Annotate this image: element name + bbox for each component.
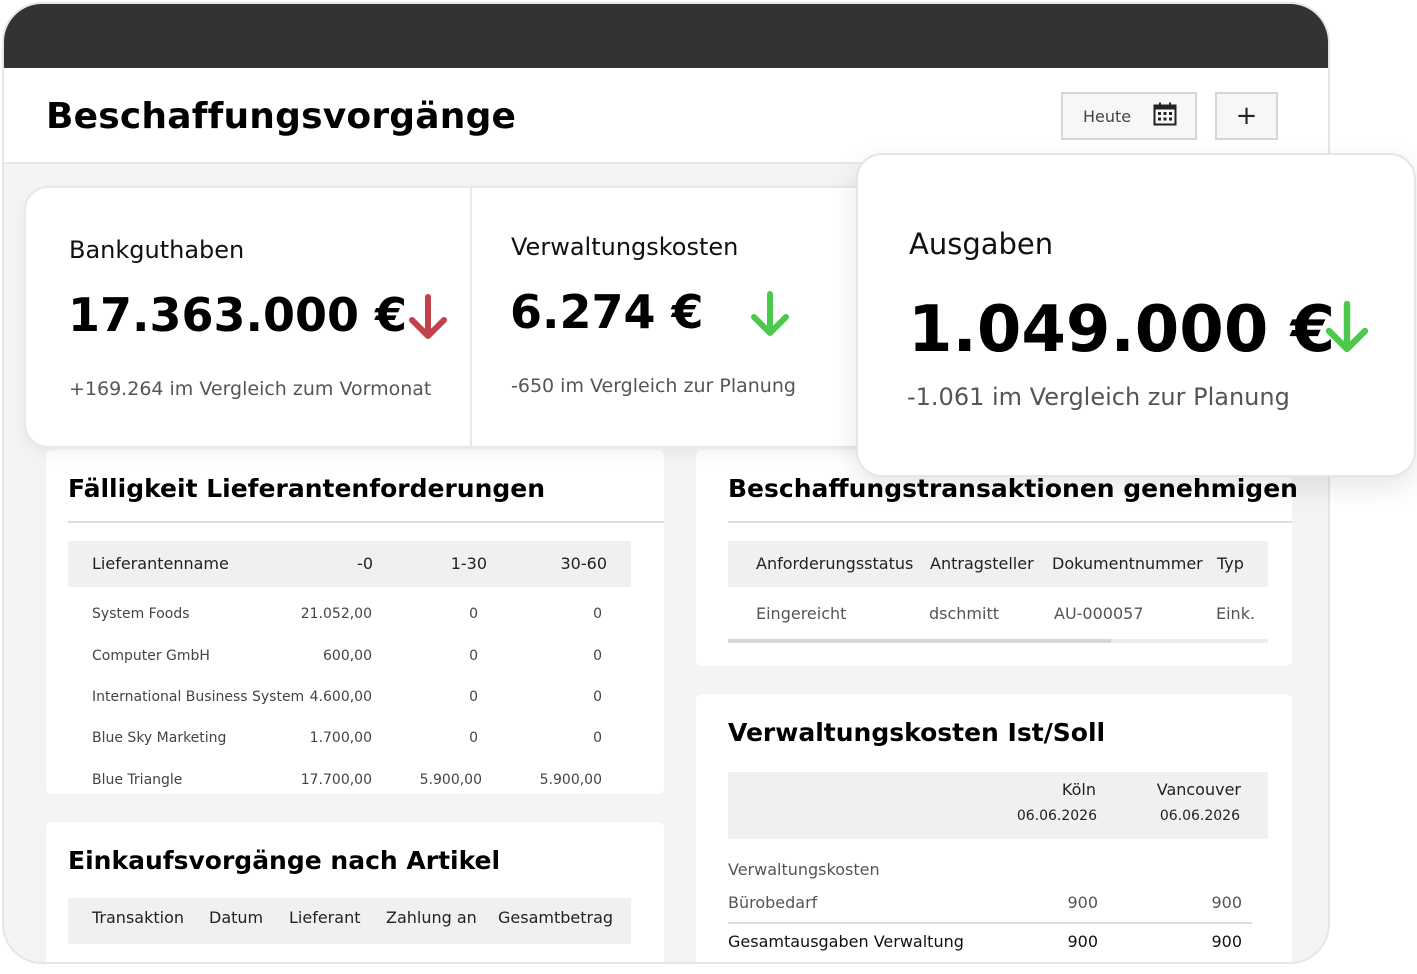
column-header-transaktion[interactable]: Transaktion	[92, 908, 184, 927]
faelligkeit-header-row: Lieferantenname -0 1-30 30-60	[68, 541, 631, 587]
kpi-divider	[470, 188, 472, 446]
genehmigen-header-row: Anforderungsstatus Antragsteller Dokumen…	[728, 541, 1268, 587]
section-label: Verwaltungskosten	[728, 860, 880, 879]
total-divider	[728, 922, 1252, 924]
kpi-label: Bankguthaben	[69, 236, 245, 264]
faelligkeit-title: Fälligkeit Lieferantenforderungen	[68, 474, 546, 503]
cell-0: 21.052,00	[300, 606, 372, 622]
column-header-vancouver[interactable]: Vancouver	[1156, 780, 1241, 799]
cell-name: Blue Triangle	[92, 772, 183, 788]
cell-typ: Eink.	[1216, 604, 1256, 623]
cell-0: 600,00	[323, 648, 372, 664]
total-koeln: 900	[1067, 932, 1098, 951]
cell-1-30: 5.900,00	[419, 772, 482, 788]
title-bar	[4, 4, 1328, 68]
cell-name: International Business System	[92, 689, 305, 705]
total-label: Gesamtausgaben Verwaltung	[728, 932, 964, 951]
cell-30-60: 0	[593, 648, 602, 664]
cell-name: Blue Sky Marketing	[92, 730, 227, 746]
column-header-gesamtbetrag[interactable]: Gesamtbetrag	[498, 908, 614, 927]
cell-dokumentnummer: AU-000057	[1054, 604, 1144, 623]
einkauf-title: Einkaufsvorgänge nach Artikel	[68, 846, 501, 875]
column-header-datum[interactable]: Datum	[209, 908, 264, 927]
faelligkeit-rule	[68, 521, 664, 523]
column-header-typ[interactable]: Typ	[1217, 554, 1244, 573]
kpi-label: Verwaltungskosten	[511, 233, 739, 261]
column-date-koeln: 06.06.2026	[1016, 808, 1097, 824]
column-header-30-60[interactable]: 30-60	[560, 554, 608, 573]
kpi-value: 1.049.000 €	[908, 293, 1336, 367]
app-window: Beschaffungsvorgänge Heute + Fälligkeit …	[2, 2, 1330, 964]
genehmigen-title: Beschaffungstransaktionen genehmigen	[728, 474, 1298, 503]
cell-1-30: 0	[469, 689, 478, 705]
cell-1-30: 0	[469, 606, 478, 622]
cell-0: 1.700,00	[309, 730, 372, 746]
kpi-ausgaben-card[interactable]: Ausgaben 1.049.000 € -1.061 im Vergleich…	[856, 153, 1416, 477]
verwaltung-panel: Verwaltungskosten Ist/Soll Köln 06.06.20…	[696, 694, 1292, 962]
cell-1-30: 0	[469, 730, 478, 746]
column-header-1-30[interactable]: 1-30	[450, 554, 487, 573]
genehmigen-panel: Beschaffungstransaktionen genehmigen Anf…	[696, 450, 1298, 666]
horizontal-scrollbar[interactable]	[728, 639, 1268, 643]
total-vancouver: 900	[1211, 932, 1242, 951]
verwaltung-title: Verwaltungskosten Ist/Soll	[728, 718, 1106, 747]
add-button[interactable]: +	[1215, 92, 1278, 140]
cell-name: System Foods	[92, 606, 190, 622]
cell-0: 17.700,00	[300, 772, 372, 788]
column-header-dokumentnummer[interactable]: Dokumentnummer	[1052, 554, 1203, 573]
column-date-vancouver: 06.06.2026	[1159, 808, 1240, 824]
kpi-label: Ausgaben	[909, 227, 1054, 261]
scrollbar-thumb[interactable]	[728, 639, 1112, 643]
cell-antragsteller: dschmitt	[929, 604, 1000, 623]
date-filter-label: Heute	[1083, 106, 1132, 126]
column-header-lieferantenname[interactable]: Lieferantenname	[92, 554, 229, 573]
column-header-lieferant[interactable]: Lieferant	[289, 908, 361, 927]
column-header-zahlung-an[interactable]: Zahlung an	[386, 908, 477, 927]
cell-1-30: 0	[469, 648, 478, 664]
date-filter-button[interactable]: Heute	[1061, 92, 1197, 140]
arrow-down-icon	[408, 294, 448, 346]
kpi-comparison: -650 im Vergleich zur Planung	[511, 375, 796, 397]
page-header: Beschaffungsvorgänge Heute +	[4, 68, 1328, 164]
kpi-comparison: +169.264 im Vergleich zum Vormonat	[69, 378, 432, 400]
column-header-koeln[interactable]: Köln	[1061, 780, 1096, 799]
einkauf-panel: Einkaufsvorgänge nach Artikel Transaktio…	[46, 822, 664, 962]
einkauf-header-row: Transaktion Datum Lieferant Zahlung an G…	[68, 898, 631, 944]
column-header-0[interactable]: -0	[357, 554, 373, 573]
cell-30-60: 5.900,00	[539, 772, 602, 788]
column-header-anforderungsstatus[interactable]: Anforderungsstatus	[756, 554, 914, 573]
cell-0: 4.600,00	[309, 689, 372, 705]
arrow-down-icon	[1324, 300, 1370, 359]
kpi-comparison: -1.061 im Vergleich zur Planung	[907, 383, 1290, 411]
kpi-value: 17.363.000 €	[68, 288, 408, 342]
cell-name: Computer GmbH	[92, 648, 210, 664]
cell-label: Bürobedarf	[728, 893, 818, 912]
page-title: Beschaffungsvorgänge	[46, 96, 517, 137]
cell-vancouver: 900	[1211, 893, 1242, 912]
verwaltung-header-row: Köln 06.06.2026 Vancouver 06.06.2026	[728, 772, 1268, 839]
kpi-value: 6.274 €	[510, 285, 704, 339]
cell-30-60: 0	[593, 730, 602, 746]
calendar-icon	[1153, 102, 1177, 130]
column-header-antragsteller[interactable]: Antragsteller	[930, 554, 1034, 573]
genehmigen-rule	[728, 521, 1292, 523]
kpi-card: Bankguthaben 17.363.000 € +169.264 im Ve…	[24, 186, 904, 448]
cell-30-60: 0	[593, 689, 602, 705]
cell-koeln: 900	[1067, 893, 1098, 912]
arrow-down-icon	[750, 291, 790, 343]
faelligkeit-panel: Fälligkeit Lieferantenforderungen Liefer…	[46, 450, 664, 794]
cell-status: Eingereicht	[756, 604, 847, 623]
cell-30-60: 0	[593, 606, 602, 622]
